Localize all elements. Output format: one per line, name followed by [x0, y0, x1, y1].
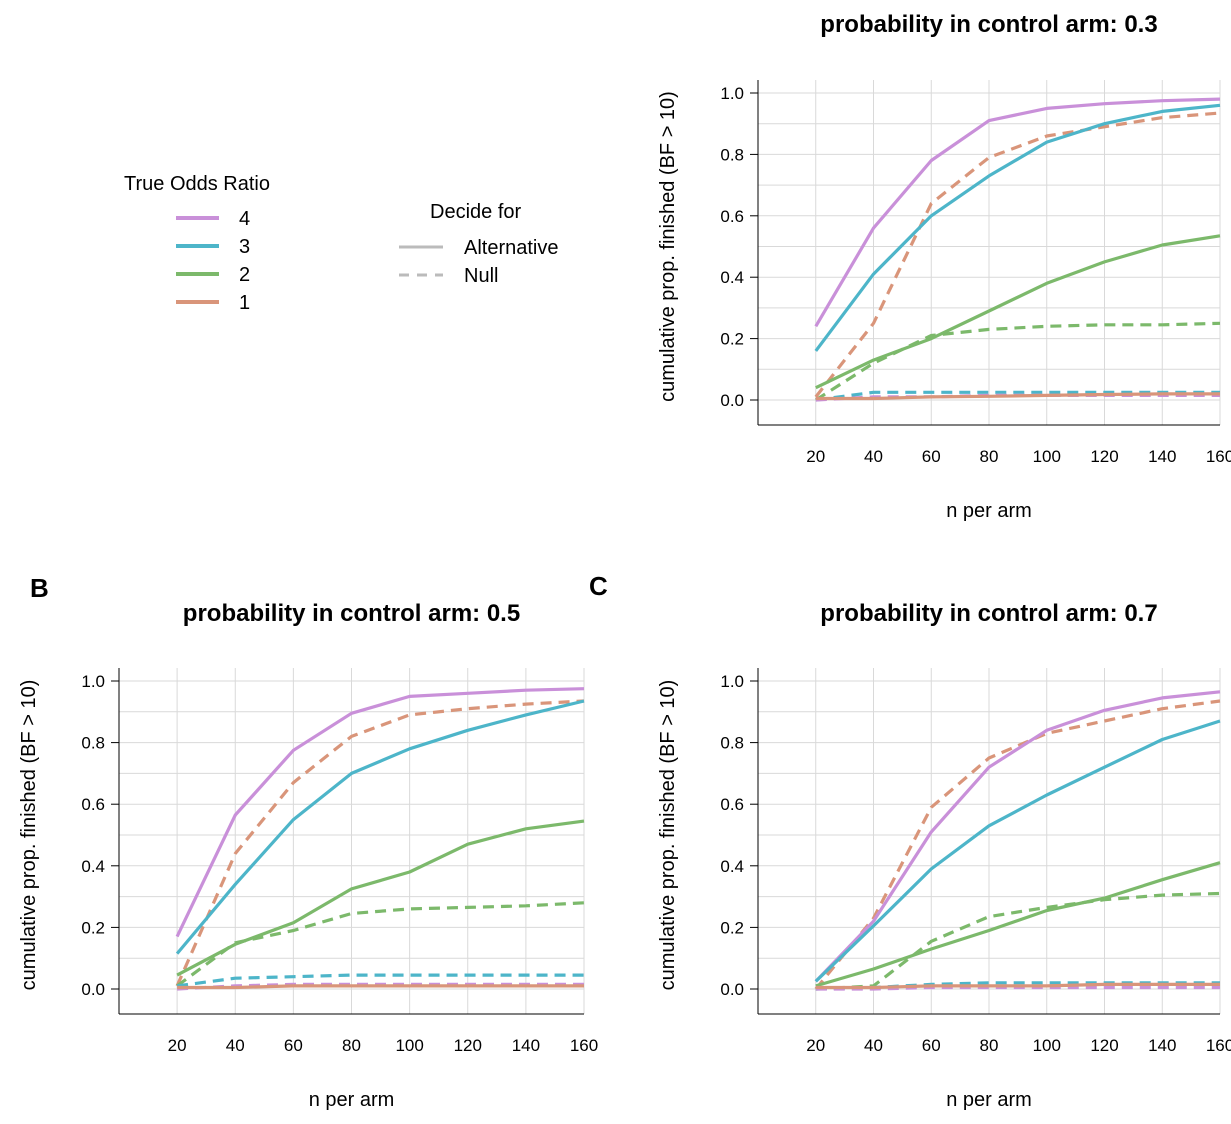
- y-axis-label: cumulative prop. finished (BF > 10): [657, 680, 679, 991]
- chart-panel-3: 0.0 0.2 0.4 0.6 0.8 1.0 20 40 60 80 100 120 140 160 n …: [589, 571, 1231, 1111]
- legend: True Odds Ratio 4 3 2 1 Decide for Alternative…: [124, 173, 559, 314]
- panel-title: probability in control arm: 0.7: [820, 600, 1157, 627]
- x-axis-label: n per arm: [309, 1089, 395, 1111]
- x-tick-label: 40: [864, 447, 883, 466]
- x-tick-label: 120: [1090, 447, 1118, 466]
- y-axis-label: cumulative prop. finished (BF > 10): [657, 91, 679, 402]
- series-line-or1-alternative: [177, 984, 584, 990]
- chart-panel-1: 0.0 0.2 0.4 0.6 0.8 1.0 20 40 60 80 100 120 140 160 n …: [657, 11, 1231, 522]
- legend-odds-label-4: 4: [239, 208, 250, 230]
- y-tick-label: 0.8: [81, 734, 105, 753]
- x-tick-label: 40: [864, 1036, 883, 1055]
- x-axis-label: n per arm: [946, 500, 1032, 522]
- y-tick-label: 0.0: [81, 980, 105, 999]
- x-tick-label: 140: [1148, 1036, 1176, 1055]
- y-tick-label: 0.8: [720, 145, 744, 164]
- chart-panel-2: 0.0 0.2 0.4 0.6 0.8 1.0 20 40 60 80 100 120 140 160 n …: [18, 573, 598, 1111]
- y-tick-label: 0.4: [720, 857, 744, 876]
- legend-odds-label-3: 3: [239, 236, 250, 258]
- series-line-or2-alternative: [815, 234, 1221, 390]
- y-tick-label: 0.4: [720, 268, 744, 287]
- series-line-or3-null: [815, 981, 1220, 991]
- series-line-or1-null: [814, 111, 1221, 398]
- series-line-or4-alternative: [814, 97, 1221, 328]
- legend-decision-label-null: Null: [464, 265, 498, 287]
- x-tick-label: 120: [1090, 1036, 1118, 1055]
- legend-odds-label-1: 1: [239, 292, 250, 314]
- series-line-or3-null: [815, 390, 1220, 402]
- legend-decision-title: Decide for: [430, 201, 521, 223]
- panel-letter: C: [589, 571, 608, 601]
- y-tick-label: 0.0: [720, 980, 744, 999]
- y-tick-label: 0.2: [81, 918, 105, 937]
- x-tick-label: 100: [395, 1036, 423, 1055]
- x-tick-label: 160: [1206, 1036, 1231, 1055]
- series-line-or2-null: [815, 891, 1221, 991]
- x-tick-label: 140: [512, 1036, 540, 1055]
- series-line-or4-alternative: [175, 687, 585, 938]
- x-tick-label: 80: [342, 1036, 361, 1055]
- x-tick-label: 20: [806, 1036, 825, 1055]
- y-tick-label: 0.4: [81, 857, 105, 876]
- x-tick-label: 100: [1033, 1036, 1061, 1055]
- x-tick-label: 160: [1206, 447, 1231, 466]
- x-tick-label: 60: [922, 447, 941, 466]
- x-tick-label: 120: [454, 1036, 482, 1055]
- panel-title: probability in control arm: 0.5: [183, 600, 520, 627]
- chart-panels: 0.00.20.40.60.81.020 40 60 80 100 120 140 160n …: [18, 11, 1231, 1111]
- x-tick-label: 20: [168, 1036, 187, 1055]
- series-line-or1-alternative: [815, 982, 1220, 990]
- y-tick-label: 0.6: [720, 207, 744, 226]
- series-line-or4-alternative: [814, 690, 1221, 983]
- series-line-or2-alternative: [815, 861, 1221, 988]
- y-tick-label: 1.0: [720, 84, 744, 103]
- series-line-or1-null: [814, 699, 1221, 991]
- y-tick-label: 1.0: [81, 672, 105, 691]
- y-tick-label: 0.6: [720, 795, 744, 814]
- panel-letter: B: [30, 573, 49, 603]
- legend-decision-label-alternative: Alternative: [464, 237, 559, 259]
- y-axis-label: cumulative prop. finished (BF > 10): [18, 680, 40, 991]
- x-axis-label: n per arm: [946, 1089, 1032, 1111]
- x-tick-label: 80: [980, 1036, 999, 1055]
- y-tick-label: 0.2: [720, 918, 744, 937]
- y-tick-label: 0.0: [720, 391, 744, 410]
- x-tick-label: 60: [284, 1036, 303, 1055]
- series-line-or3-alternative: [175, 699, 585, 955]
- x-tick-label: 140: [1148, 447, 1176, 466]
- x-tick-label: 60: [922, 1036, 941, 1055]
- x-tick-label: 40: [226, 1036, 245, 1055]
- series-line-or3-alternative: [814, 719, 1221, 983]
- series-line-or1-alternative: [815, 392, 1220, 401]
- series-line-or3-alternative: [814, 103, 1221, 352]
- panel-title: probability in control arm: 0.3: [820, 11, 1157, 38]
- series-line-or2-alternative: [176, 819, 585, 977]
- x-tick-label: 100: [1033, 447, 1061, 466]
- legend-odds-title: True Odds Ratio: [124, 173, 270, 195]
- series-line-or2-null: [814, 321, 1221, 402]
- x-tick-label: 80: [980, 447, 999, 466]
- y-tick-label: 1.0: [720, 672, 744, 691]
- x-tick-label: 20: [806, 447, 825, 466]
- y-tick-label: 0.8: [720, 734, 744, 753]
- y-tick-label: 0.6: [81, 795, 105, 814]
- x-tick-label: 160: [570, 1036, 598, 1055]
- series-line-or3-null: [176, 973, 584, 988]
- legend-odds-label-2: 2: [239, 264, 250, 286]
- y-tick-label: 0.2: [720, 330, 744, 349]
